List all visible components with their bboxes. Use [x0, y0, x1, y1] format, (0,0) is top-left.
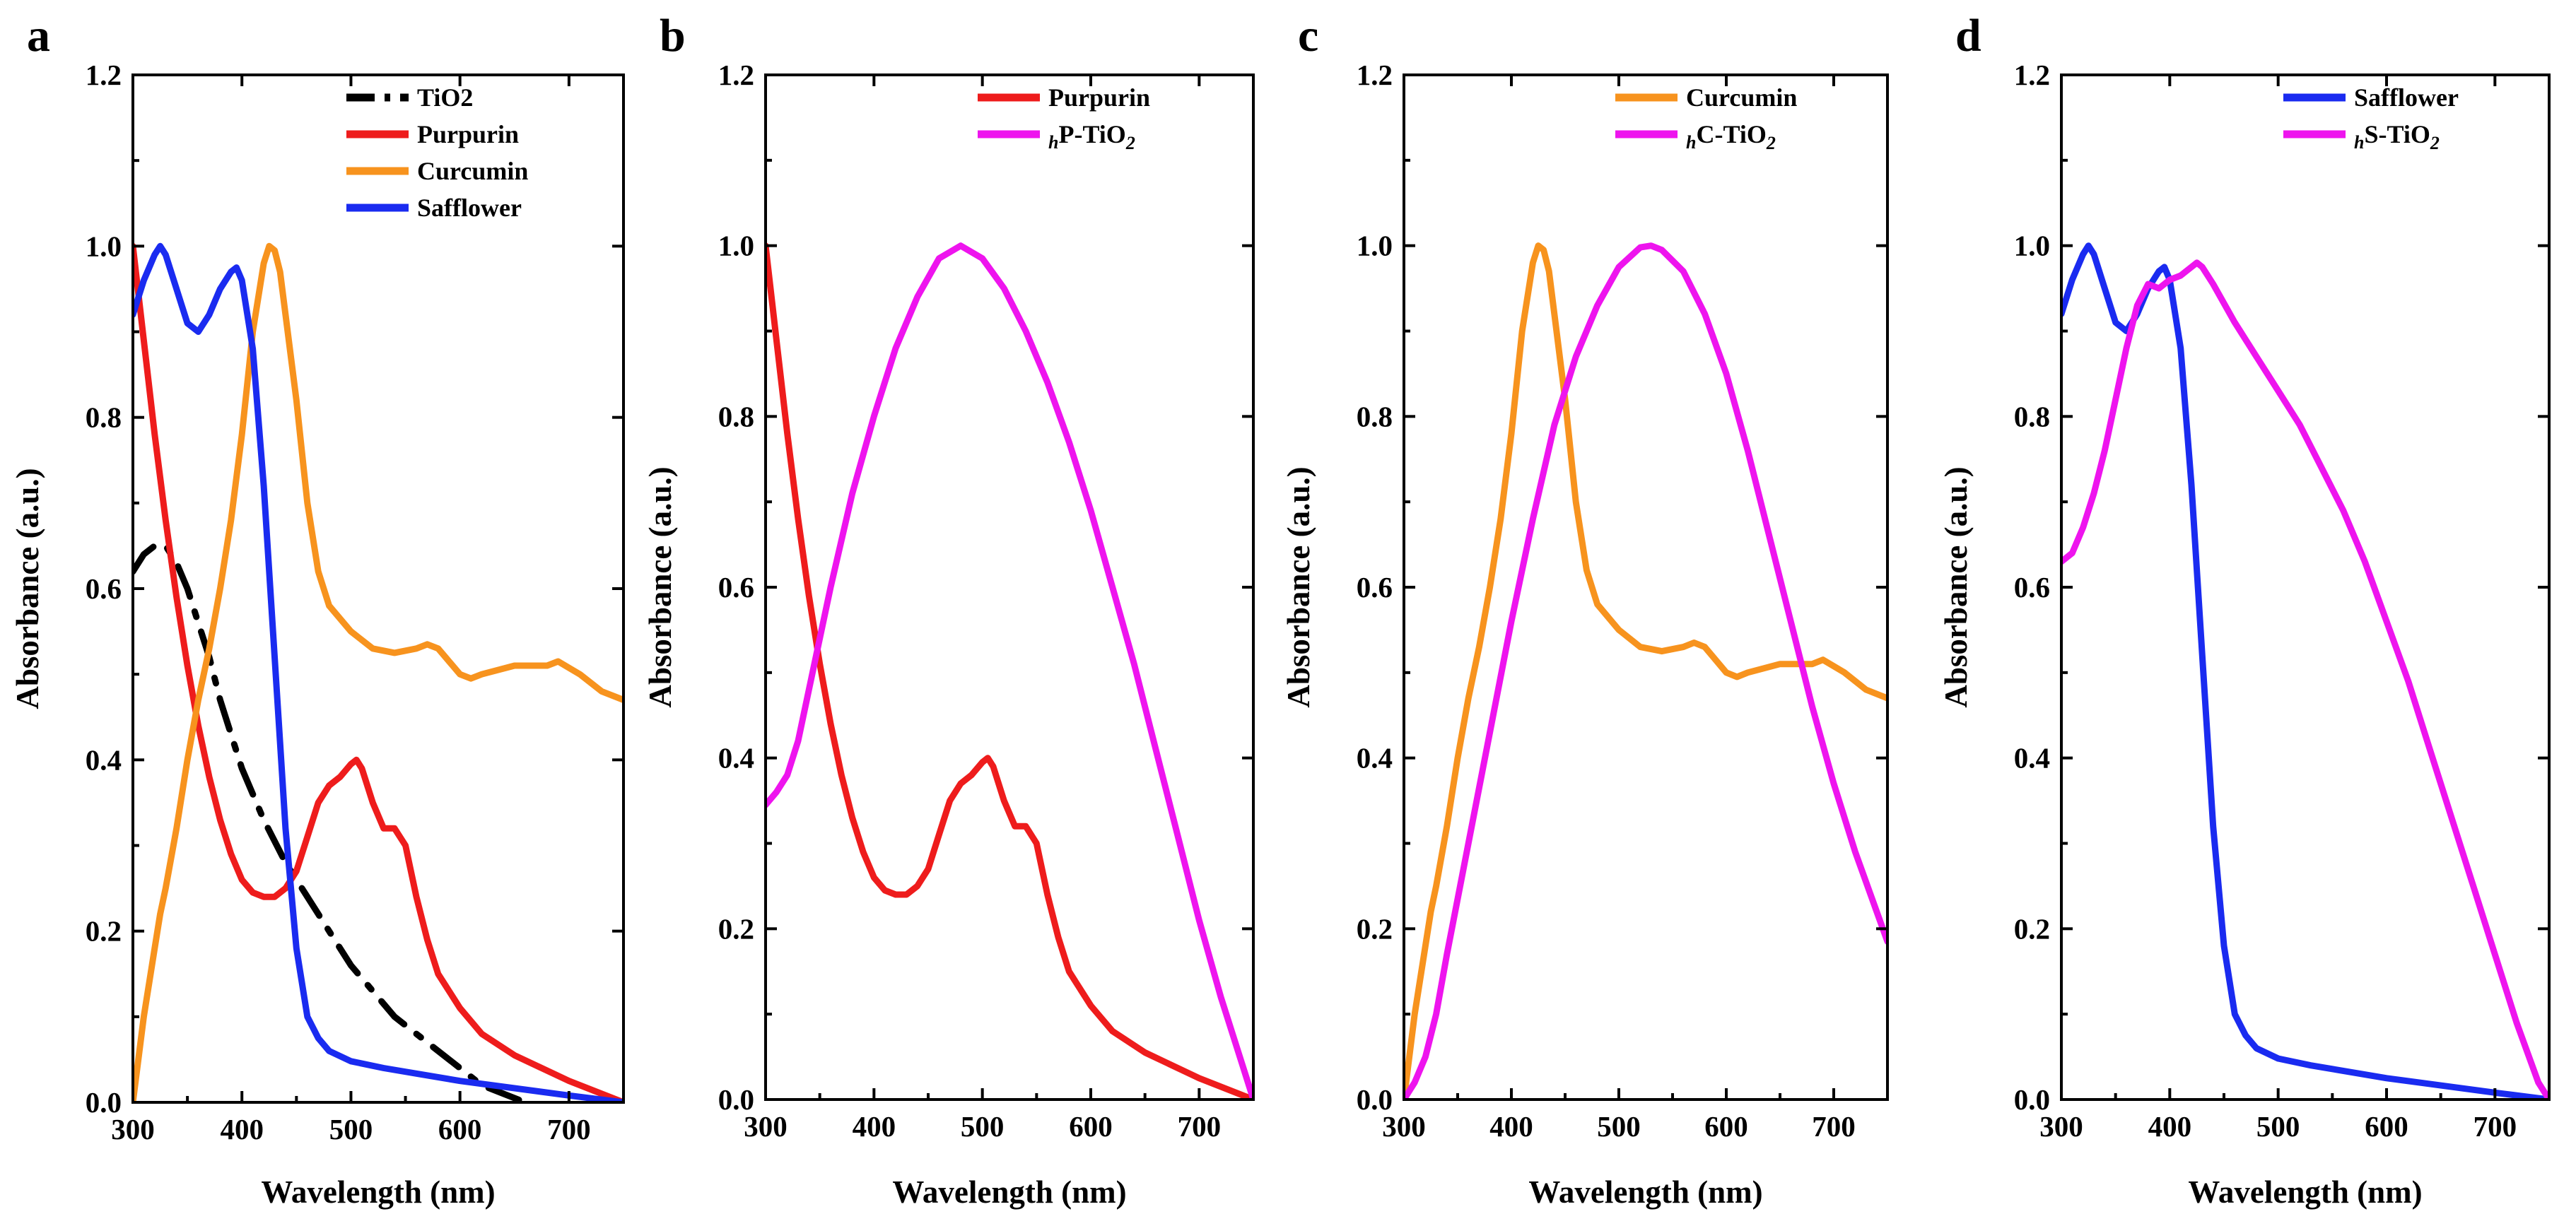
x-tick-label: 500 — [2256, 1110, 2300, 1143]
y-tick-label: 0.6 — [1357, 571, 1393, 603]
y-tick-label: 0.8 — [718, 400, 754, 432]
y-axis-title: Absorbance (a.u.) — [10, 468, 45, 709]
legend-label: Safflower — [417, 194, 522, 222]
chart-panel-b: b 300 400 500 600 700 0.0 0.2 0.4 0.6 0.8 1.0 1.2 Wav… — [643, 10, 1255, 1210]
series-line-curcumin — [133, 242, 623, 1102]
plot-frame — [1403, 73, 1889, 1101]
series-line-tio2 — [133, 542, 529, 1102]
panel-letter-c: c — [1298, 10, 1318, 61]
legend-label: Purpurin — [417, 120, 519, 148]
x-tick-label: 300 — [744, 1110, 788, 1143]
y-tick-label: 0.6 — [2014, 571, 2050, 603]
y-tick-label: 0.0 — [2014, 1083, 2050, 1116]
plot-frame — [764, 73, 1255, 1101]
panel-letter-d: d — [1955, 10, 1981, 61]
chart-panel-c: c 300 400 500 600 700 0.0 0.2 0.4 0.6 0.8 1.0 1.2 Wav… — [1281, 10, 1889, 1210]
legend-label: Safflower — [2354, 83, 2459, 112]
legend-label: Purpurin — [1048, 83, 1150, 112]
legend: Safflower hS-TiO2 — [2283, 83, 2459, 153]
legend: Purpurin hP-TiO2 — [978, 83, 1150, 153]
x-tick-label: 600 — [1069, 1110, 1113, 1143]
x-tick-label: 500 — [1597, 1110, 1641, 1143]
y-tick-label: 1.2 — [718, 59, 754, 91]
y-tick-label: 0.2 — [1357, 912, 1393, 945]
panel-letter-b: b — [660, 10, 686, 61]
series-line-purpurin — [766, 242, 1253, 1100]
x-axis-title: Wavelength (nm) — [261, 1174, 495, 1210]
x-tick-label: 700 — [1812, 1110, 1856, 1143]
y-axis-title: Absorbance (a.u.) — [1938, 466, 1974, 707]
legend-label: hP-TiO2 — [1048, 120, 1135, 153]
y-tick-label: 0.6 — [718, 571, 754, 603]
x-axis-title: Wavelength (nm) — [892, 1174, 1126, 1210]
y-axis-title: Absorbance (a.u.) — [1281, 466, 1316, 707]
y-tick-label: 0.4 — [2014, 742, 2050, 774]
legend-label: Curcumin — [417, 157, 528, 185]
x-tick-label: 300 — [1382, 1110, 1426, 1143]
legend: TiO2 Purpurin Curcumin Safflower — [346, 83, 528, 222]
y-tick-label: 0.0 — [1357, 1083, 1393, 1116]
x-tick-label: 700 — [1178, 1110, 1222, 1143]
y-tick-label: 1.0 — [1357, 230, 1393, 262]
y-tick-label: 0.8 — [86, 401, 122, 434]
plot-frame — [131, 73, 625, 1104]
y-tick-label: 0.0 — [86, 1086, 122, 1119]
y-tick-label: 1.2 — [2014, 59, 2050, 91]
x-tick-label: 400 — [220, 1113, 264, 1145]
panel-letter-a: a — [27, 10, 50, 61]
series-line-curcumin — [1404, 242, 1887, 1100]
y-tick-label: 0.6 — [86, 572, 122, 605]
x-tick-label: 600 — [438, 1113, 482, 1145]
y-tick-label: 0.2 — [2014, 912, 2050, 945]
x-tick-label: 500 — [329, 1113, 373, 1145]
x-tick-label: 600 — [1704, 1110, 1748, 1143]
y-tick-label: 0.4 — [718, 742, 754, 774]
y-tick-label: 1.2 — [1357, 59, 1393, 91]
x-tick-label: 700 — [547, 1113, 591, 1145]
legend-label: hS-TiO2 — [2354, 120, 2440, 153]
legend-label: TiO2 — [417, 83, 473, 112]
series-line-s-tio-h — [2061, 259, 2549, 1100]
series-line-c-tio-h — [1404, 242, 1887, 1100]
x-tick-label: 300 — [111, 1113, 155, 1145]
x-tick-label: 500 — [961, 1110, 1005, 1143]
series-line-safflower — [2061, 242, 2549, 1100]
x-tick-label: 700 — [2473, 1110, 2517, 1143]
x-axis-title: Wavelength (nm) — [1528, 1174, 1762, 1210]
plot-frame — [2060, 73, 2551, 1101]
legend-label: Curcumin — [1686, 83, 1797, 112]
x-tick-label: 400 — [853, 1110, 896, 1143]
y-tick-label: 1.0 — [718, 230, 754, 262]
y-tick-label: 1.0 — [2014, 230, 2050, 262]
x-tick-label: 400 — [1489, 1110, 1533, 1143]
y-tick-label: 1.0 — [86, 230, 122, 262]
y-tick-label: 0.0 — [718, 1083, 754, 1116]
chart-panel-a: a 300 400 500 600 700 0.0 0.2 0.4 0.6 0.8 1.0 1.2 Wav… — [10, 10, 625, 1210]
x-tick-label: 600 — [2365, 1110, 2408, 1143]
y-tick-label: 1.2 — [86, 59, 122, 91]
y-tick-label: 0.4 — [86, 743, 122, 776]
y-tick-label: 0.4 — [1357, 742, 1393, 774]
y-tick-label: 0.2 — [718, 912, 754, 945]
series-line-p-tio-h — [766, 242, 1253, 1100]
y-axis-title: Absorbance (a.u.) — [643, 466, 678, 707]
x-tick-label: 400 — [2148, 1110, 2192, 1143]
legend-label: hC-TiO2 — [1686, 120, 1776, 153]
y-tick-label: 0.8 — [2014, 400, 2050, 432]
y-tick-label: 0.2 — [86, 915, 122, 948]
x-tick-label: 300 — [2039, 1110, 2083, 1143]
chart-panel-d: d 300 400 500 600 700 0.0 0.2 0.4 0.6 0.8 1.0 1.2 Wav… — [1938, 10, 2551, 1210]
x-axis-title: Wavelength (nm) — [2188, 1174, 2422, 1210]
y-tick-label: 0.8 — [1357, 400, 1393, 432]
series-line-safflower — [133, 242, 623, 1102]
legend: Curcumin hC-TiO2 — [1615, 83, 1797, 153]
